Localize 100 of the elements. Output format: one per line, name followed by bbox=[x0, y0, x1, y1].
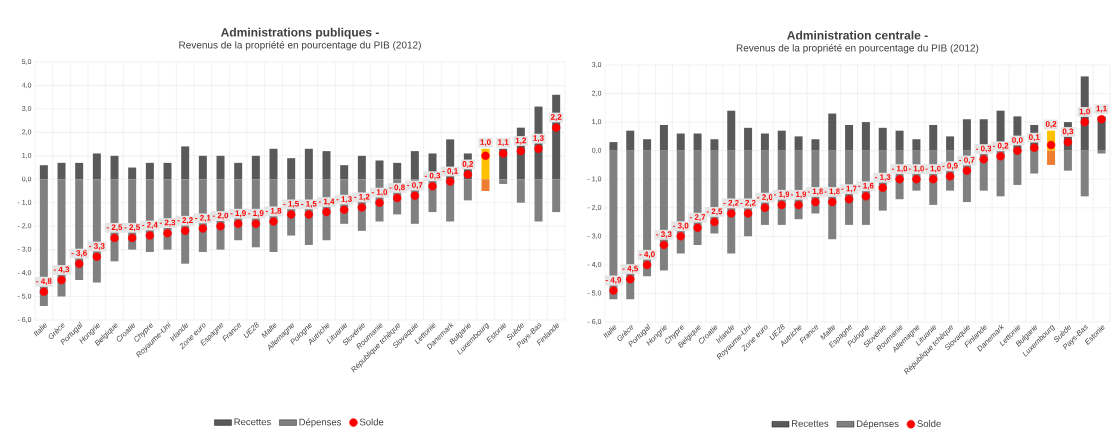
data-label: - 0,8 bbox=[389, 184, 405, 192]
data-label: 1,2 bbox=[515, 137, 527, 145]
data-label: - 1,3 bbox=[336, 196, 352, 204]
point bbox=[428, 182, 437, 191]
bar bbox=[481, 179, 490, 191]
bar bbox=[744, 127, 753, 151]
point bbox=[269, 217, 278, 226]
point bbox=[163, 229, 172, 238]
point bbox=[534, 144, 543, 153]
point bbox=[777, 200, 786, 210]
point bbox=[1080, 117, 1089, 127]
bar bbox=[269, 148, 278, 180]
data-label: - 0,7 bbox=[407, 182, 423, 189]
bar bbox=[322, 151, 331, 180]
data-label: 1,1 bbox=[498, 139, 509, 147]
bar bbox=[710, 139, 719, 151]
bar bbox=[1080, 150, 1089, 197]
data-label: - 2,3 bbox=[159, 219, 176, 227]
bar bbox=[516, 179, 525, 203]
point bbox=[794, 200, 803, 210]
bar bbox=[828, 113, 837, 151]
data-label: - 0,7 bbox=[959, 157, 975, 164]
bar bbox=[1097, 150, 1106, 154]
point bbox=[1097, 115, 1106, 124]
point bbox=[392, 193, 402, 203]
data-label: - 0,3 bbox=[424, 172, 441, 180]
bar bbox=[463, 179, 472, 201]
point bbox=[286, 210, 296, 219]
point bbox=[1063, 137, 1073, 147]
bar bbox=[357, 155, 366, 180]
data-label: - 1,8 bbox=[807, 188, 824, 196]
data-label: - 2,2 bbox=[177, 217, 193, 225]
data-label: - 1,5 bbox=[301, 201, 317, 208]
data-label: - 2,2 bbox=[723, 199, 739, 207]
data-label: - 4,0 bbox=[639, 251, 655, 259]
bar bbox=[643, 139, 652, 151]
data-label: - 3,3 bbox=[89, 243, 105, 250]
data-label: - 4,5 bbox=[622, 265, 639, 273]
point bbox=[551, 123, 561, 132]
point bbox=[609, 286, 618, 295]
bar bbox=[693, 133, 702, 151]
data-label: - 2,7 bbox=[689, 214, 706, 222]
data-label: - 0,2 bbox=[992, 142, 1009, 150]
point bbox=[878, 183, 887, 192]
point bbox=[57, 275, 66, 285]
data-label: - 0,1 bbox=[442, 168, 458, 175]
bar bbox=[410, 151, 419, 180]
bar bbox=[181, 146, 190, 180]
data-label: - 2,4 bbox=[142, 222, 158, 229]
data-label: - 1,2 bbox=[354, 193, 370, 201]
bar bbox=[1030, 150, 1039, 174]
bar bbox=[794, 136, 803, 151]
point bbox=[463, 170, 473, 179]
point bbox=[1013, 146, 1022, 155]
bar bbox=[552, 179, 561, 213]
bar bbox=[251, 155, 260, 180]
point bbox=[498, 149, 508, 158]
data-label: - 1,8 bbox=[824, 188, 840, 196]
point bbox=[659, 240, 669, 250]
data-label: 1,3 bbox=[533, 135, 544, 143]
data-label: - 1,9 bbox=[248, 210, 264, 218]
bar bbox=[110, 155, 119, 180]
point bbox=[304, 210, 314, 219]
data-label: - 2,2 bbox=[740, 199, 756, 207]
data-label: 1,1 bbox=[1096, 105, 1107, 113]
data-label: - 1,0 bbox=[908, 165, 925, 173]
point bbox=[727, 209, 736, 218]
bar bbox=[845, 124, 854, 151]
bar bbox=[861, 122, 870, 151]
bar bbox=[375, 160, 384, 180]
bar bbox=[234, 162, 243, 180]
data-label: 1,0 bbox=[1079, 108, 1090, 116]
point bbox=[828, 197, 837, 207]
bar bbox=[163, 162, 172, 180]
data-label: - 1,9 bbox=[790, 191, 807, 199]
point bbox=[445, 177, 455, 186]
point bbox=[216, 221, 225, 231]
data-label: 0,1 bbox=[1028, 134, 1040, 142]
data-label: - 4,8 bbox=[36, 278, 52, 286]
point bbox=[322, 207, 331, 217]
bar bbox=[777, 130, 786, 151]
data-label: 0,2 bbox=[462, 161, 474, 168]
data-label: - 1,3 bbox=[875, 174, 891, 182]
bar bbox=[929, 124, 938, 151]
chart-subtitle: Revenus de la propriété en pourcentage du PIB (2012) bbox=[179, 41, 421, 51]
data-label: - 2,0 bbox=[757, 194, 773, 202]
data-label: - 1,8 bbox=[265, 207, 282, 215]
data-label: - 4,9 bbox=[605, 277, 622, 284]
bar bbox=[57, 162, 66, 180]
data-label: - 2,5 bbox=[706, 208, 723, 216]
data-label: - 3,3 bbox=[656, 231, 672, 239]
point bbox=[642, 260, 652, 270]
bar bbox=[340, 165, 349, 180]
data-label: - 1,9 bbox=[230, 210, 246, 218]
bar bbox=[198, 155, 207, 180]
legend-label: Dépenses bbox=[856, 419, 899, 429]
data-label: - 1,0 bbox=[371, 189, 388, 197]
bar bbox=[912, 139, 921, 151]
point bbox=[1046, 140, 1056, 150]
bar bbox=[534, 179, 543, 222]
